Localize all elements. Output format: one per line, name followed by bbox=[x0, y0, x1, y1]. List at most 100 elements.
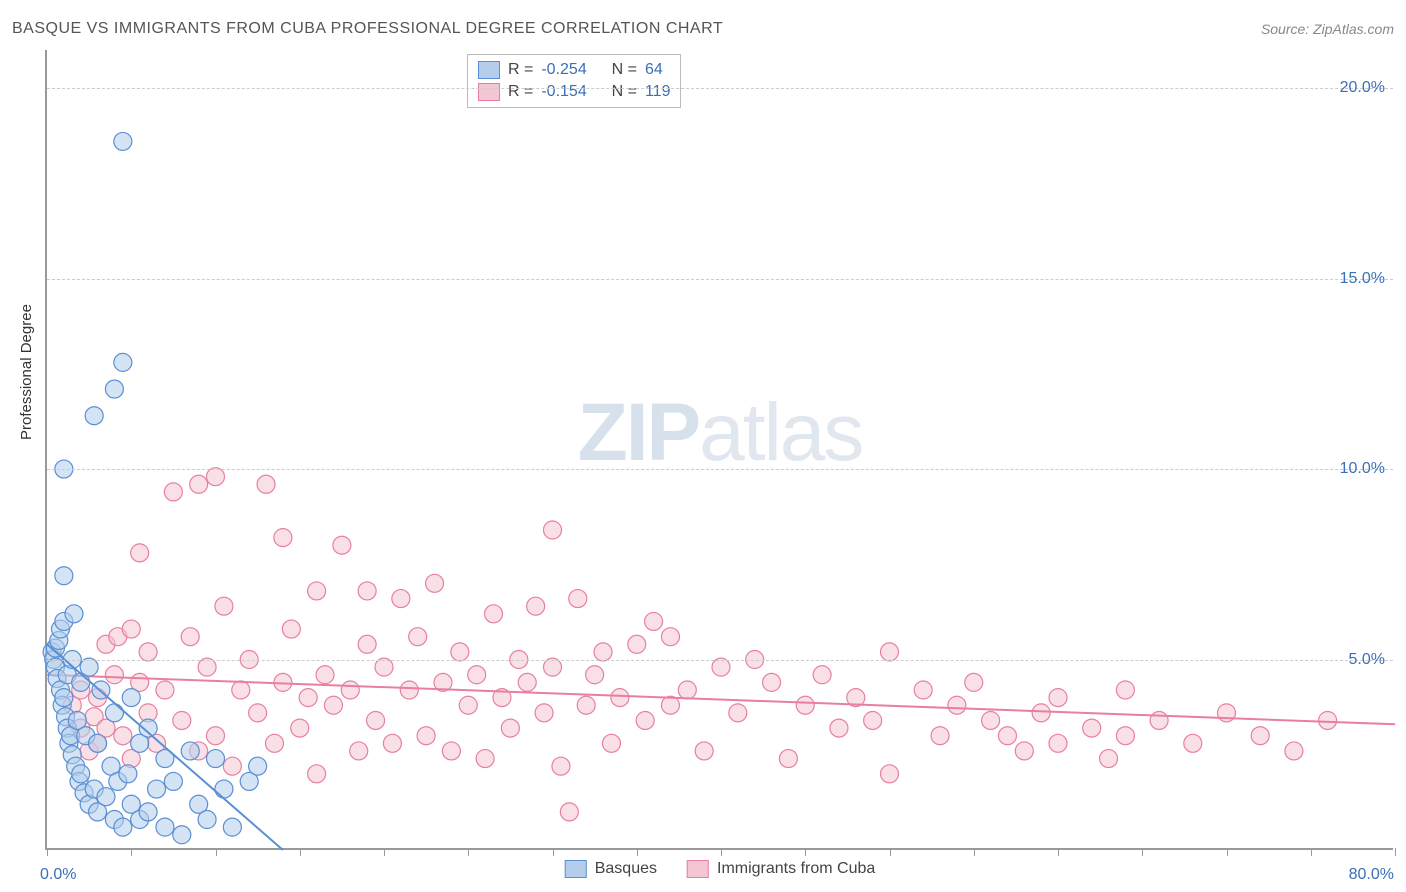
data-point bbox=[1319, 711, 1337, 729]
data-point bbox=[763, 673, 781, 691]
data-point bbox=[291, 719, 309, 737]
data-point bbox=[105, 380, 123, 398]
data-point bbox=[164, 483, 182, 501]
stat-n-basques: 64 bbox=[645, 61, 663, 79]
legend-swatch-cuba-icon bbox=[687, 860, 709, 878]
data-point bbox=[375, 658, 393, 676]
data-point bbox=[122, 620, 140, 638]
data-point bbox=[122, 689, 140, 707]
data-point bbox=[207, 727, 225, 745]
data-point bbox=[350, 742, 368, 760]
data-point bbox=[114, 818, 132, 836]
data-point bbox=[1083, 719, 1101, 737]
data-point bbox=[265, 734, 283, 752]
data-point bbox=[89, 734, 107, 752]
data-point bbox=[476, 750, 494, 768]
data-point bbox=[173, 826, 191, 844]
gridline bbox=[47, 88, 1393, 89]
data-point bbox=[308, 765, 326, 783]
source-label: Source: ZipAtlas.com bbox=[1261, 21, 1394, 37]
data-point bbox=[392, 590, 410, 608]
data-point bbox=[796, 696, 814, 714]
x-tick bbox=[805, 848, 806, 856]
x-tick bbox=[300, 848, 301, 856]
data-point bbox=[65, 605, 83, 623]
data-point bbox=[661, 696, 679, 714]
x-tick bbox=[1395, 848, 1396, 856]
data-point bbox=[535, 704, 553, 722]
data-point bbox=[55, 567, 73, 585]
data-point bbox=[223, 818, 241, 836]
data-point bbox=[299, 689, 317, 707]
data-point bbox=[249, 757, 267, 775]
data-point bbox=[417, 727, 435, 745]
data-point bbox=[316, 666, 334, 684]
data-point bbox=[164, 772, 182, 790]
data-point bbox=[105, 666, 123, 684]
data-point bbox=[442, 742, 460, 760]
data-point bbox=[383, 734, 401, 752]
data-point bbox=[636, 711, 654, 729]
data-point bbox=[982, 711, 1000, 729]
x-tick bbox=[384, 848, 385, 856]
x-tick bbox=[553, 848, 554, 856]
data-point bbox=[468, 666, 486, 684]
data-point bbox=[139, 803, 157, 821]
x-tick bbox=[1142, 848, 1143, 856]
data-point bbox=[232, 681, 250, 699]
stat-n-cuba: 119 bbox=[645, 83, 671, 101]
data-point bbox=[173, 711, 191, 729]
legend-label-basques: Basques bbox=[595, 860, 657, 878]
data-point bbox=[645, 612, 663, 630]
data-point bbox=[131, 544, 149, 562]
data-point bbox=[249, 704, 267, 722]
stats-row-basques: R = -0.254 N = 64 bbox=[478, 59, 670, 81]
legend-label-cuba: Immigrants from Cuba bbox=[717, 860, 875, 878]
data-point bbox=[341, 681, 359, 699]
data-point bbox=[198, 811, 216, 829]
stat-r-label: R = bbox=[508, 61, 533, 79]
data-point bbox=[358, 582, 376, 600]
data-point bbox=[678, 681, 696, 699]
data-point bbox=[207, 750, 225, 768]
stat-r-basques: -0.254 bbox=[541, 61, 586, 79]
x-tick bbox=[637, 848, 638, 856]
stat-r-label2: R = bbox=[508, 83, 533, 101]
legend-item-basques: Basques bbox=[565, 860, 657, 878]
x-tick bbox=[216, 848, 217, 856]
data-point bbox=[611, 689, 629, 707]
chart-title: BASQUE VS IMMIGRANTS FROM CUBA PROFESSIO… bbox=[12, 20, 723, 38]
x-axis-max-label: 80.0% bbox=[1349, 866, 1394, 884]
data-point bbox=[485, 605, 503, 623]
data-point bbox=[119, 765, 137, 783]
data-point bbox=[215, 780, 233, 798]
data-point bbox=[459, 696, 477, 714]
data-point bbox=[813, 666, 831, 684]
data-point bbox=[628, 635, 646, 653]
y-axis-label: Professional Degree bbox=[18, 304, 35, 440]
chart-plot-area: ZIPatlas R = -0.254 N = 64 R = -0.154 N … bbox=[45, 50, 1393, 850]
data-point bbox=[965, 673, 983, 691]
data-point bbox=[602, 734, 620, 752]
x-tick bbox=[1227, 848, 1228, 856]
data-point bbox=[426, 574, 444, 592]
data-point bbox=[948, 696, 966, 714]
data-point bbox=[1049, 734, 1067, 752]
data-point bbox=[105, 704, 123, 722]
data-point bbox=[114, 132, 132, 150]
y-tick-label: 5.0% bbox=[1349, 651, 1385, 669]
data-point bbox=[308, 582, 326, 600]
data-point bbox=[190, 475, 208, 493]
data-point bbox=[1150, 711, 1168, 729]
data-point bbox=[914, 681, 932, 699]
bottom-legend: Basques Immigrants from Cuba bbox=[565, 860, 876, 878]
data-point bbox=[881, 643, 899, 661]
data-point bbox=[695, 742, 713, 760]
x-tick bbox=[47, 848, 48, 856]
x-tick bbox=[131, 848, 132, 856]
stat-n-label2: N = bbox=[612, 83, 637, 101]
data-point bbox=[85, 407, 103, 425]
data-point bbox=[586, 666, 604, 684]
data-point bbox=[864, 711, 882, 729]
x-tick bbox=[1058, 848, 1059, 856]
